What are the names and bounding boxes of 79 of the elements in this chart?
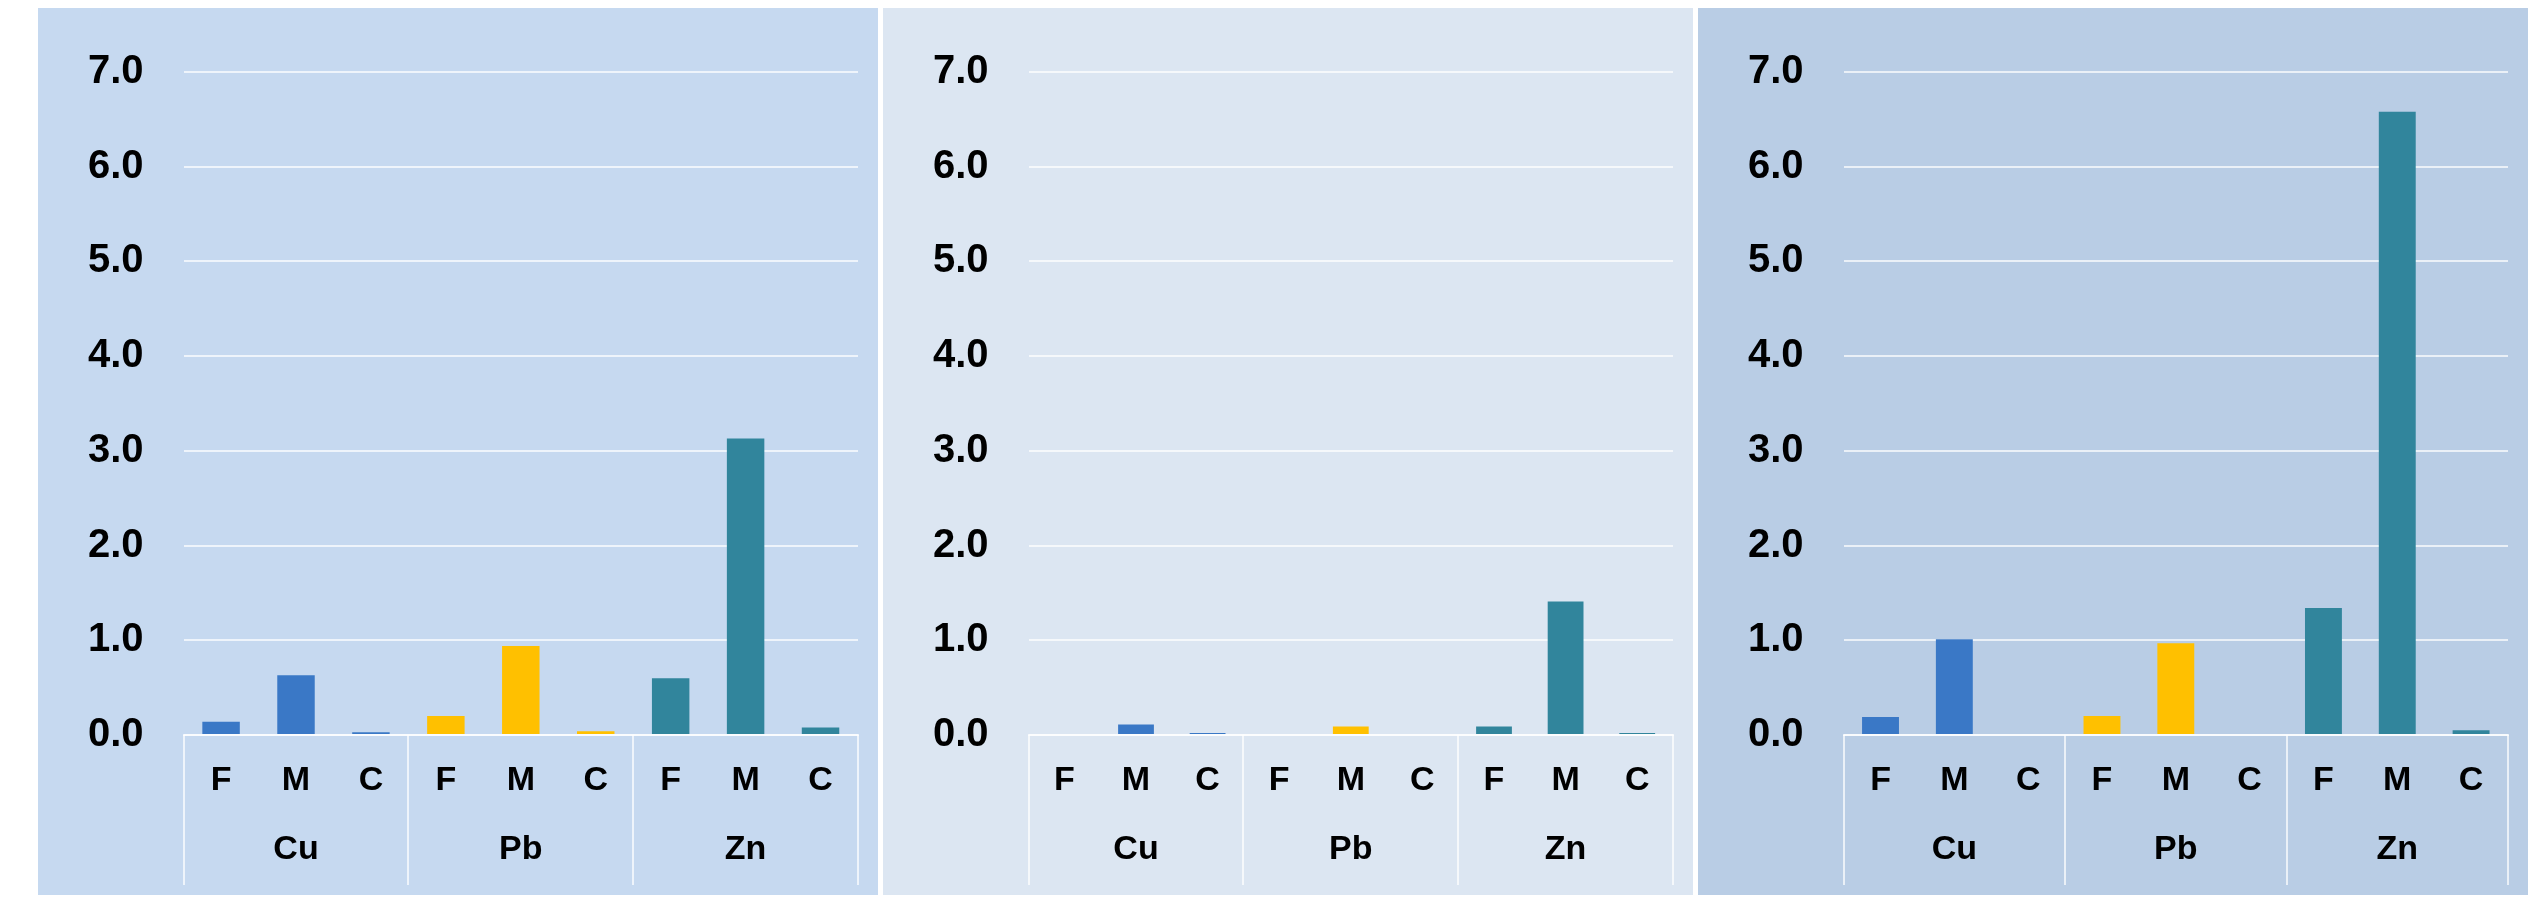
y-tick-label: 1.0	[88, 615, 144, 660]
x-tick-label: M	[731, 758, 760, 797]
bar	[277, 675, 315, 734]
y-tick-label: 3.0	[88, 425, 144, 470]
text: Zn	[2376, 828, 2419, 867]
x-tick-label: F	[210, 758, 232, 797]
bar	[651, 678, 690, 734]
bar	[1476, 726, 1512, 734]
bar	[2452, 730, 2490, 734]
bar	[2083, 716, 2121, 734]
x-tick-label: C	[358, 758, 384, 797]
y-tick-label: 4.0	[88, 331, 144, 376]
x-tick-label: M	[1551, 758, 1580, 797]
y-tick-label: 2.0	[88, 520, 144, 565]
text: Zn	[1544, 828, 1587, 867]
bar	[427, 716, 465, 734]
x-tick-label: M	[1121, 758, 1151, 797]
x-tick-label: C	[583, 758, 609, 797]
x-tick-label: M	[2383, 758, 2412, 797]
bar	[1332, 726, 1369, 734]
y-tick-label: 6.0	[88, 141, 144, 186]
x-tick-label: C	[1195, 758, 1220, 797]
x-tick-label: F	[660, 758, 682, 797]
bar	[1862, 717, 1899, 734]
x-tick-label: M	[1940, 758, 1969, 797]
bar	[1547, 601, 1584, 734]
x-tick-label: F	[1268, 758, 1290, 797]
bar	[202, 721, 240, 734]
x-tick-label: M	[281, 758, 311, 797]
y-tick-label: 5.0	[1748, 236, 1804, 281]
y-tick-label: 5.0	[933, 236, 989, 281]
y-tick-label: 1.0	[933, 615, 989, 660]
bar	[726, 438, 765, 734]
bar	[1118, 724, 1154, 734]
x-tick-label: C	[808, 758, 833, 797]
text: Pb	[2154, 828, 2198, 867]
x-tick-label: C	[1624, 758, 1650, 797]
x-tick-label: F	[1870, 758, 1891, 797]
x-tick-label: C	[2458, 758, 2484, 797]
text: Cu	[273, 828, 319, 867]
x-tick-label: F	[435, 758, 457, 797]
y-tick-label: 4.0	[933, 331, 989, 376]
x-tick-label: M	[506, 758, 535, 797]
y-tick-label: 0.0	[1748, 710, 1804, 755]
y-tick-label: 2.0	[933, 520, 989, 565]
y-tick-label: 5.0	[88, 236, 144, 281]
y-tick-label: 6.0	[1748, 141, 1804, 186]
y-tick-label: 3.0	[933, 425, 989, 470]
y-tick-label: 0.0	[933, 710, 989, 755]
y-tick-label: 4.0	[1748, 331, 1804, 376]
y-tick-label: 0.0	[88, 710, 144, 755]
bar	[2304, 608, 2342, 734]
bar	[2378, 111, 2416, 734]
text: Cu	[1931, 828, 1977, 867]
x-tick-label: F	[2313, 758, 2334, 797]
bar	[577, 731, 615, 734]
bar	[801, 727, 840, 734]
y-tick-label: 6.0	[933, 141, 989, 186]
x-tick-label: F	[1054, 758, 1075, 797]
y-tick-label: 7.0	[933, 47, 989, 92]
x-tick-label: M	[2161, 758, 2190, 797]
bar	[502, 645, 540, 734]
x-tick-label: C	[1410, 758, 1435, 797]
x-tick-label: C	[2237, 758, 2262, 797]
text: Zn	[724, 828, 767, 867]
text: Pb	[499, 828, 543, 867]
y-tick-label: 3.0	[1748, 425, 1804, 470]
y-tick-label: 7.0	[1748, 47, 1804, 92]
x-tick-label: F	[1483, 758, 1505, 797]
text: Cu	[1113, 828, 1159, 867]
x-tick-label: M	[1336, 758, 1365, 797]
bar	[2157, 643, 2195, 734]
y-tick-label: 2.0	[1748, 520, 1804, 565]
bar	[1935, 639, 1973, 734]
x-tick-label: C	[2015, 758, 2041, 797]
x-tick-label: F	[2091, 758, 2113, 797]
y-tick-label: 1.0	[1748, 615, 1804, 660]
y-tick-label: 7.0	[88, 47, 144, 92]
text: Pb	[1329, 828, 1373, 867]
